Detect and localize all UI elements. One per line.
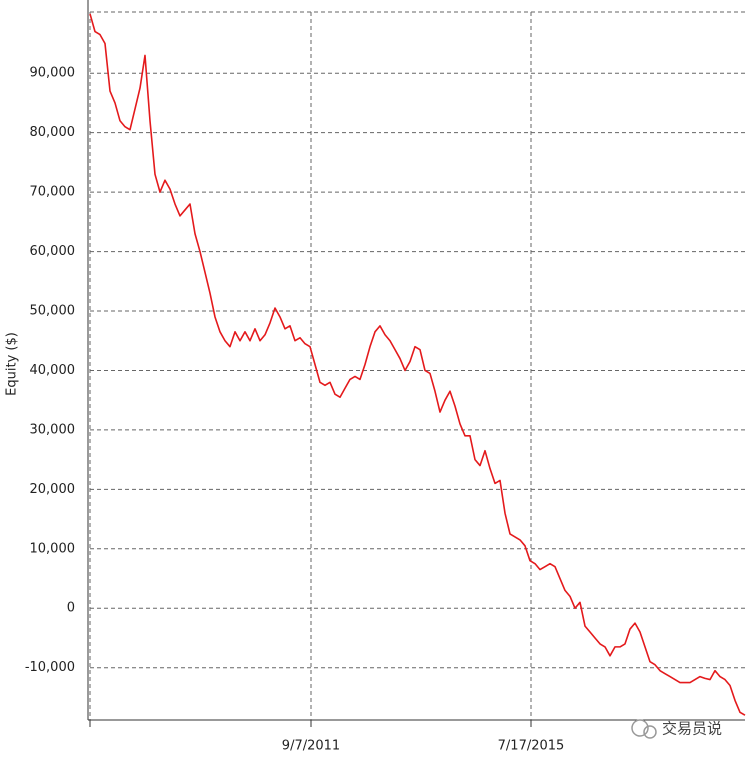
y-tick-label: 60,000 [30,244,76,259]
watermark-icon [631,719,649,737]
y-tick-label: 10,000 [30,541,76,556]
y-tick-label: 50,000 [30,304,76,319]
y-tick-label: 0 [67,601,75,616]
y-tick-label: 40,000 [30,363,76,378]
y-tick-label: 30,000 [30,422,76,437]
watermark: 交易员说 [631,719,722,739]
equity-line [89,13,746,716]
y-tick-label: 70,000 [30,185,76,200]
y-tick-label: 20,000 [30,482,76,497]
y-tick-label: -10,000 [25,660,75,675]
y-axis-title: Equity ($) [5,332,20,396]
watermark-icon [643,725,657,739]
x-tick-label: 9/7/2011 [282,739,340,754]
y-tick-label: 90,000 [30,66,76,81]
watermark-text: 交易员说 [662,720,722,738]
x-tick-label: 7/17/2015 [498,739,565,754]
y-tick-label: 80,000 [30,125,76,140]
